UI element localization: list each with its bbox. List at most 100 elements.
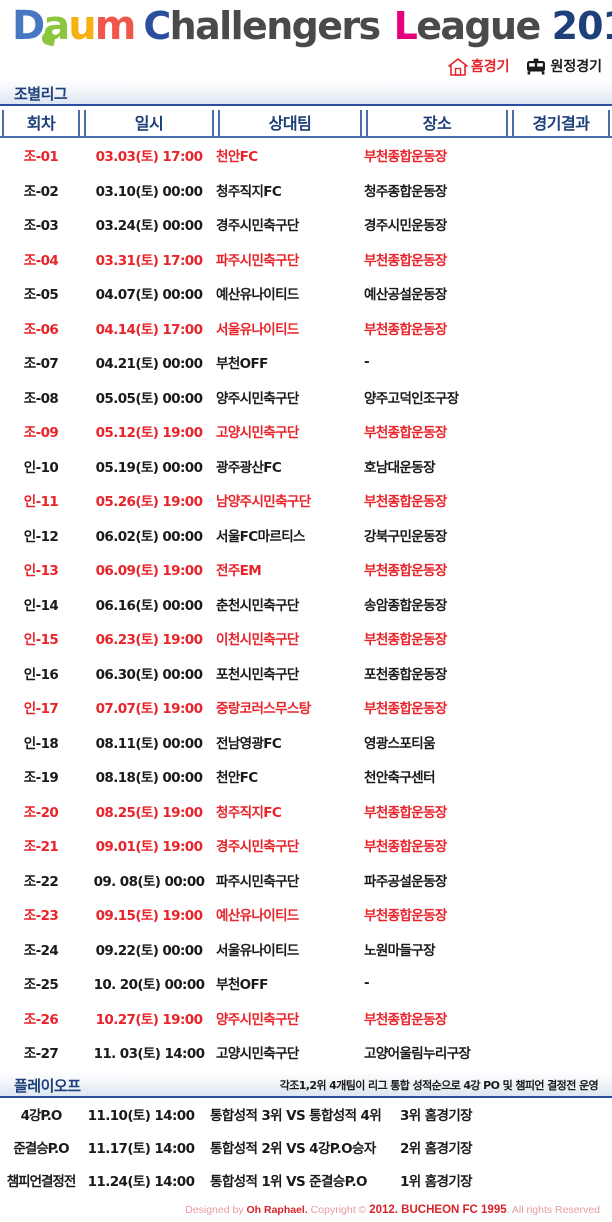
table-row: 인-10 05.19(토) 00:00 광주광산FC 호남대운동장: [0, 449, 612, 484]
playoff-cell-team: 통합성적 3위 VS 통합성적 4위: [210, 1108, 382, 1124]
cell-team: 중랑코러스무스탕: [216, 701, 311, 718]
playoff-cell-round: 챔피언결정전: [6, 1174, 77, 1190]
cell-result: [510, 690, 612, 725]
cell-date: 09.22(토) 00:00: [95, 942, 203, 959]
cell-result: [510, 966, 612, 1001]
table-row: 조-01 03.03(토) 17:00 천안FC 부천종합운동장: [0, 137, 612, 173]
playoff-table: 4강P.O 11.10(토) 14:00 통합성적 3위 VS 통합성적 4위 3위 …: [0, 1098, 612, 1197]
cell-date: 08.18(토) 00:00: [95, 770, 203, 787]
table-row: 조-20 08.25(토) 19:00 청주직지FC 부천종합운동장: [0, 794, 612, 829]
cell-round: 조-27: [23, 1046, 59, 1063]
cell-result: [510, 207, 612, 242]
cell-result: [510, 518, 612, 553]
cell-date: 04.07(토) 00:00: [95, 287, 203, 304]
table-row: 인-16 06.30(토) 00:00 포천시민축구단 포천종합운동장: [0, 656, 612, 691]
cell-venue: 영광스포티움: [364, 735, 436, 752]
cell-team: 파주시민축구단: [216, 252, 299, 269]
cell-team: 남양주시민축구단: [216, 494, 311, 511]
cell-round: 조-25: [23, 977, 59, 994]
cell-team: 파주시민축구단: [216, 873, 299, 890]
cell-result: [510, 897, 612, 932]
column-header-venue: 장소: [364, 106, 510, 138]
cell-venue: -: [364, 354, 370, 371]
table-row: 조-19 08.18(토) 00:00 천안FC 천안축구센터: [0, 759, 612, 794]
cell-result: [510, 173, 612, 208]
cell-round: 조-20: [23, 804, 59, 821]
cell-round: 조-21: [23, 839, 59, 856]
legend: 홈경기 원정경기: [448, 58, 602, 76]
table-row: 인-12 06.02(토) 00:00 서울FC마르티스 강북구민운동장: [0, 518, 612, 553]
cell-venue: 부천종합운동장: [364, 701, 447, 718]
cell-round: 인-17: [23, 701, 59, 718]
cell-date: 06.09(토) 19:00: [95, 563, 203, 580]
cell-result: [510, 587, 612, 622]
cell-team: 광주광산FC: [216, 459, 282, 476]
cell-team: 전주EM: [216, 563, 262, 580]
league-wordmark: League: [393, 4, 542, 48]
table-row: 조-23 09.15(토) 19:00 예산유나이티드 부천종합운동장: [0, 897, 612, 932]
footer-owner: 2012. BUCHEON FC 1995: [369, 1204, 507, 1216]
group-league-title: 조별리그: [14, 85, 68, 103]
table-header-row: 회차 일시 상대팀 장소 경기결과: [0, 106, 612, 138]
playoff-row: 4강P.O 11.10(토) 14:00 통합성적 3위 VS 통합성적 4위 3위 …: [0, 1098, 612, 1131]
cell-team: 부천OFF: [216, 356, 268, 373]
cell-venue: -: [364, 975, 370, 992]
cell-venue: 부천종합운동장: [364, 563, 447, 580]
playoff-cell-team: 통합성적 1위 VS 준결승P.O: [210, 1174, 367, 1190]
cell-team: 전남영광FC: [216, 735, 282, 752]
table-row: 인-13 06.09(토) 19:00 전주EM 부천종합운동장: [0, 552, 612, 587]
cell-date: 03.24(토) 00:00: [95, 218, 203, 235]
cell-venue: 부천종합운동장: [364, 425, 447, 442]
cell-venue: 송암종합운동장: [364, 597, 447, 614]
league-initial: L: [393, 4, 418, 48]
cell-result: [510, 1035, 612, 1070]
cell-date: 06.23(토) 19:00: [95, 632, 203, 649]
cell-team: 예산유나이티드: [216, 287, 299, 304]
cell-team: 양주시민축구단: [216, 1011, 299, 1028]
cell-venue: 양주고덕인조구장: [364, 390, 459, 407]
cell-team: 경주시민축구단: [216, 218, 299, 235]
cell-date: 08.11(토) 00:00: [95, 735, 203, 752]
playoff-cell-date: 11.10(토) 14:00: [87, 1108, 195, 1124]
table-row: 조-27 11. 03(토) 14:00 고양시민축구단 고양어울림누리구장: [0, 1035, 612, 1070]
cell-result: [510, 137, 612, 173]
cell-result: [510, 414, 612, 449]
cell-date: 06.30(토) 00:00: [95, 666, 203, 683]
table-row: 조-06 04.14(토) 17:00 서울유나이티드 부천종합운동장: [0, 311, 612, 346]
cell-venue: 천안축구센터: [364, 770, 436, 787]
table-row: 조-08 05.05(토) 00:00 양주시민축구단 양주고덕인조구장: [0, 380, 612, 415]
cell-round: 조-23: [23, 908, 59, 925]
cell-result: [510, 932, 612, 967]
cell-team: 청주직지FC: [216, 804, 282, 821]
cell-venue: 청주종합운동장: [364, 183, 447, 200]
league-rest: eague: [416, 4, 541, 48]
cell-team: 청주직지FC: [216, 183, 282, 200]
cell-venue: 부천종합운동장: [364, 321, 447, 338]
daum-letter-d: D: [12, 3, 45, 49]
table-row: 조-26 10.27(토) 19:00 양주시민축구단 부천종합운동장: [0, 1001, 612, 1036]
cell-team: 천안FC: [216, 149, 258, 166]
table-row: 조-02 03.10(토) 00:00 청주직지FC 청주종합운동장: [0, 173, 612, 208]
cell-round: 조-05: [23, 287, 59, 304]
table-row: 조-24 09.22(토) 00:00 서울유나이티드 노원마들구장: [0, 932, 612, 967]
cell-round: 인-18: [23, 735, 59, 752]
column-header-round: 회차: [0, 106, 82, 138]
cell-date: 09.15(토) 19:00: [95, 908, 203, 925]
playoff-cell-venue: 1위 홈경기장: [400, 1174, 473, 1190]
cell-date: 05.05(토) 00:00: [95, 390, 203, 407]
cell-round: 조-19: [23, 770, 59, 787]
cell-round: 인-13: [23, 563, 59, 580]
legend-label-away: 원정경기: [550, 59, 602, 75]
cell-venue: 예산공설운동장: [364, 287, 447, 304]
playoff-cell-venue: 2위 홈경기장: [400, 1141, 473, 1157]
cell-round: 인-11: [23, 494, 59, 511]
playoff-rows: 4강P.O 11.10(토) 14:00 통합성적 3위 VS 통합성적 4위 3위 …: [0, 1098, 612, 1197]
cell-result: [510, 794, 612, 829]
cell-result: [510, 656, 612, 691]
cell-round: 조-06: [23, 321, 59, 338]
cell-date: 03.31(토) 17:00: [95, 252, 203, 269]
cell-date: 10.27(토) 19:00: [95, 1011, 203, 1028]
cell-team: 고양시민축구단: [216, 1046, 299, 1063]
cell-result: [510, 552, 612, 587]
cell-date: 05.12(토) 19:00: [95, 425, 203, 442]
